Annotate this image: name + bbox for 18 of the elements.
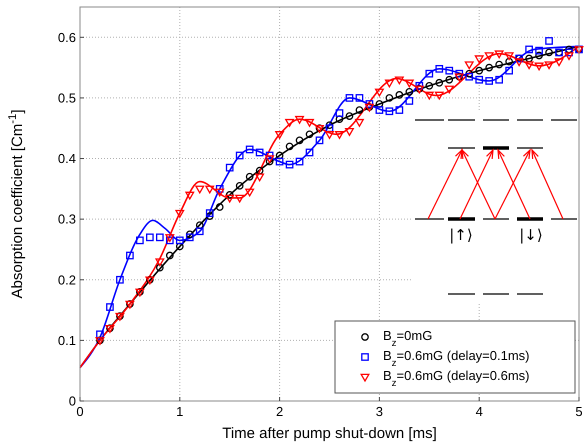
- legend-label: B$_{z}$=0.6mG (delay=0.6ms): [383, 368, 530, 388]
- y-tick-label: 0.4: [58, 151, 76, 166]
- x-tick-label: 1: [176, 404, 184, 419]
- legend-label: B$_{z}$=0.6mG (delay=0.1ms): [383, 348, 530, 368]
- y-tick-label: 0.6: [58, 30, 76, 45]
- x-tick-label: 5: [575, 404, 583, 419]
- annotation: |↓⟩: [519, 226, 543, 244]
- annotation: |↑⟩: [449, 226, 473, 244]
- x-tick-label: 4: [476, 404, 483, 419]
- y-tick-label: 0.5: [58, 90, 76, 106]
- y-tick-label: 0.2: [58, 272, 76, 288]
- x-axis-title: Time after pump shut-down [ms]: [222, 425, 437, 442]
- x-tick-label: 3: [376, 404, 384, 419]
- x-tick-label: 2: [276, 404, 284, 419]
- y-tick-label: 0: [68, 394, 76, 408]
- y-tick-label: 0.3: [58, 212, 76, 227]
- y-tick-label: 0.1: [58, 332, 76, 348]
- legend-label: B$_{z}$=0mG: [383, 328, 432, 348]
